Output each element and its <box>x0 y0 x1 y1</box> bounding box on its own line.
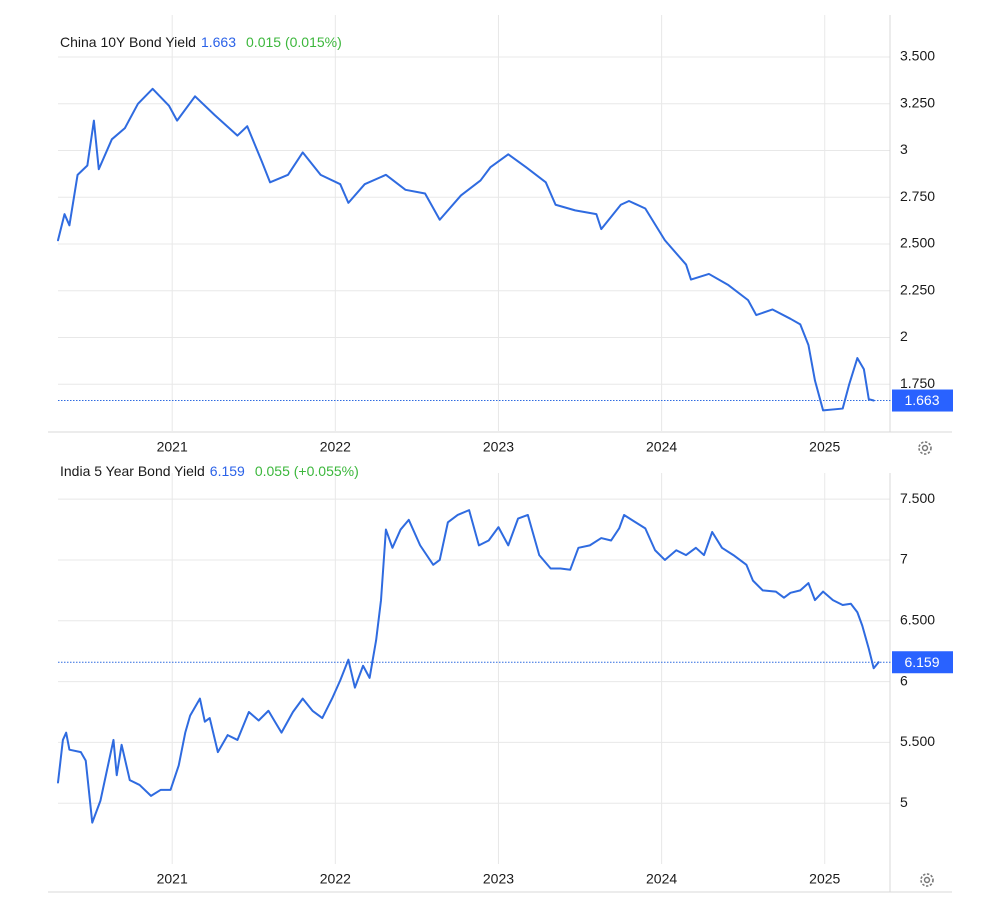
y-tick-label: 6.500 <box>900 611 935 627</box>
chart-header: China 10Y Bond Yield 1.663 0.015 (0.015%) <box>60 34 342 50</box>
last-value-badge <box>892 389 953 412</box>
x-tick-label: 2025 <box>809 439 840 455</box>
y-tick-label: 3.250 <box>900 94 935 110</box>
header-last-value: 6.159 <box>210 463 245 479</box>
y-tick-label: 2 <box>900 328 908 344</box>
y-tick-label: 3.500 <box>900 48 935 64</box>
x-tick-label: 2021 <box>157 439 188 455</box>
header-last-value: 1.663 <box>201 34 236 50</box>
y-tick-label: 2.750 <box>900 188 935 204</box>
x-tick-label: 2024 <box>646 439 677 455</box>
y-tick-label: 1.750 <box>900 375 935 391</box>
x-tick-label: 2022 <box>320 439 351 455</box>
y-tick-label: 5.500 <box>900 733 935 749</box>
header-change: 0.015 (0.015%) <box>246 34 342 50</box>
y-tick-label: 6 <box>900 672 908 688</box>
y-tick-label: 2.250 <box>900 281 935 297</box>
y-tick-label: 2.500 <box>900 235 935 251</box>
chart-title: India 5 Year Bond Yield <box>60 463 205 479</box>
last-value-label: 1.663 <box>904 392 939 408</box>
x-tick-label: 2021 <box>157 871 188 887</box>
data-line <box>57 509 880 824</box>
y-tick-label: 5 <box>900 794 908 810</box>
chart-title: China 10Y Bond Yield <box>60 34 196 50</box>
last-value-badge <box>892 651 953 674</box>
last-value-label: 6.159 <box>904 654 939 670</box>
settings-icon[interactable] <box>918 441 932 455</box>
y-tick-label: 7.500 <box>900 490 935 506</box>
data-line <box>57 87 875 412</box>
header-change: 0.055 (+0.055%) <box>255 463 359 479</box>
x-tick-label: 2022 <box>320 871 351 887</box>
x-tick-label: 2024 <box>646 871 677 887</box>
x-tick-label: 2023 <box>483 871 514 887</box>
x-tick-label: 2025 <box>809 871 840 887</box>
y-tick-label: 3 <box>900 141 908 157</box>
chart-header: India 5 Year Bond Yield 6.159 0.055 (+0.05… <box>60 463 359 479</box>
y-tick-label: 7 <box>900 551 908 567</box>
x-tick-label: 2023 <box>483 439 514 455</box>
settings-icon[interactable] <box>920 873 934 887</box>
